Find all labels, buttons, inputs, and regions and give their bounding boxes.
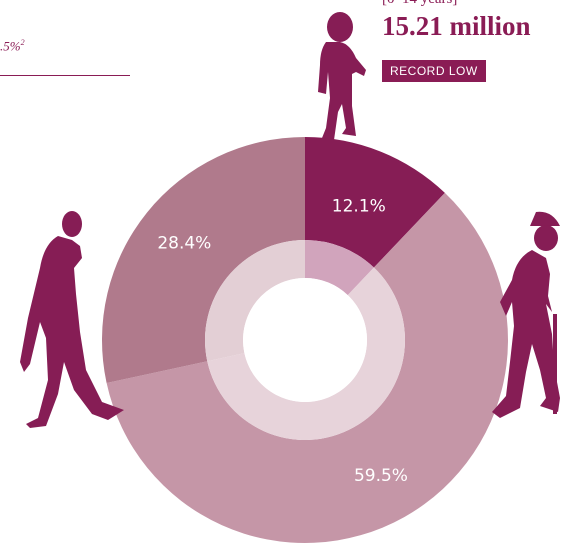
- donut-hole: [243, 278, 367, 402]
- slice-label-1: 12.1%: [332, 196, 386, 216]
- child-silhouette-icon: [318, 12, 366, 140]
- age-group-label: [0–14 years]: [382, 0, 457, 8]
- young-man-silhouette-icon: [20, 211, 124, 428]
- partial-note: .5%2: [0, 38, 25, 54]
- inner-ring-segment-1: [305, 240, 374, 296]
- elderly-silhouette-icon: [492, 211, 560, 418]
- donut-slice-1: [305, 137, 445, 268]
- population-figure: 15.21 million: [382, 11, 531, 41]
- donut-slice-3: [102, 137, 305, 384]
- inner-ring-segment-2: [207, 267, 406, 441]
- divider-rule: [0, 75, 130, 76]
- inner-ring-segment-3: [205, 240, 305, 362]
- donut-slice-2: [106, 192, 508, 543]
- record-low-badge: RECORD LOW: [382, 60, 486, 82]
- slice-label-2: 59.5%: [354, 466, 408, 486]
- slice-label-3: 28.4%: [157, 234, 211, 254]
